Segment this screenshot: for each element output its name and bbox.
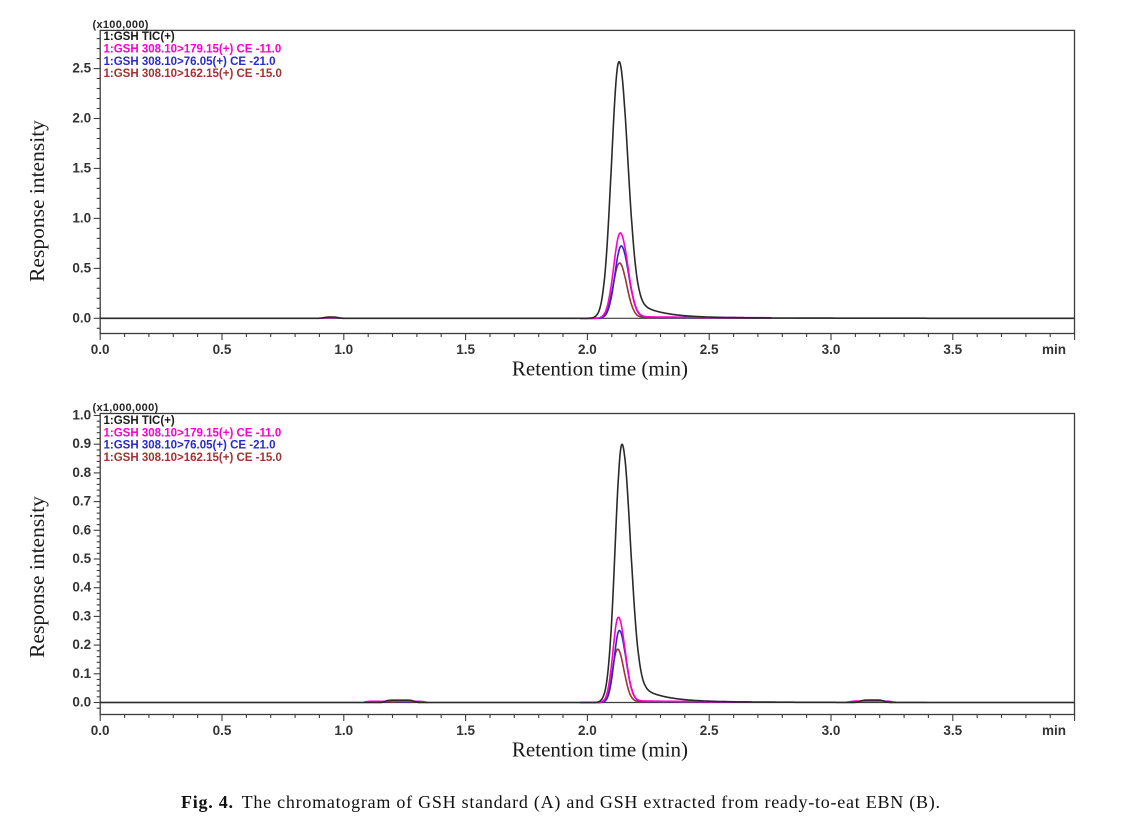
svg-text:3.5: 3.5 <box>943 723 962 738</box>
svg-text:min: min <box>1042 342 1066 357</box>
svg-text:0.0: 0.0 <box>91 342 110 357</box>
svg-text:1.0: 1.0 <box>72 408 91 423</box>
svg-text:2.0: 2.0 <box>578 723 597 738</box>
svg-text:1:GSH 308.10>179.15(+) CE -11.: 1:GSH 308.10>179.15(+) CE -11.0 <box>104 427 282 439</box>
svg-text:1:GSH 308.10>179.15(+) CE -11.: 1:GSH 308.10>179.15(+) CE -11.0 <box>104 44 282 56</box>
svg-text:0.0: 0.0 <box>72 310 91 325</box>
svg-text:0.4: 0.4 <box>72 580 91 595</box>
svg-text:2.0: 2.0 <box>578 342 597 357</box>
svg-text:2.0: 2.0 <box>72 111 91 126</box>
svg-text:Response intensity: Response intensity <box>25 120 49 282</box>
svg-text:0.5: 0.5 <box>72 260 91 275</box>
svg-text:1:GSH 308.10>162.15(+) CE -15.: 1:GSH 308.10>162.15(+) CE -15.0 <box>104 68 282 80</box>
svg-text:Retention time (min): Retention time (min) <box>512 738 688 762</box>
svg-text:Fig. 4. The chromatogram of GS: Fig. 4. The chromatogram of GSH standard… <box>181 792 941 813</box>
svg-text:0.6: 0.6 <box>72 522 91 537</box>
svg-text:1:GSH 308.10>76.05(+) CE -21.0: 1:GSH 308.10>76.05(+) CE -21.0 <box>104 56 276 68</box>
svg-text:0.5: 0.5 <box>213 342 232 357</box>
svg-text:0.0: 0.0 <box>72 695 91 710</box>
svg-text:Retention time (min): Retention time (min) <box>512 357 688 381</box>
svg-text:(x1,000,000): (x1,000,000) <box>93 402 159 414</box>
svg-text:min: min <box>1042 723 1066 738</box>
svg-text:0.5: 0.5 <box>213 723 232 738</box>
svg-text:(x100,000): (x100,000) <box>93 19 149 31</box>
svg-text:1:GSH TIC(+): 1:GSH TIC(+) <box>104 31 175 43</box>
svg-text:3.5: 3.5 <box>943 342 962 357</box>
svg-text:0.8: 0.8 <box>72 465 91 480</box>
svg-text:1.5: 1.5 <box>456 342 475 357</box>
svg-text:3.0: 3.0 <box>822 723 841 738</box>
svg-text:Response intensity: Response intensity <box>25 496 49 658</box>
svg-text:0.1: 0.1 <box>72 666 91 681</box>
svg-text:1.5: 1.5 <box>72 160 91 175</box>
svg-text:1:GSH 308.10>76.05(+) CE -21.0: 1:GSH 308.10>76.05(+) CE -21.0 <box>104 440 276 452</box>
svg-text:1:GSH TIC(+): 1:GSH TIC(+) <box>104 415 175 427</box>
svg-text:1.5: 1.5 <box>456 723 475 738</box>
svg-text:1.0: 1.0 <box>334 342 353 357</box>
svg-text:1:GSH 308.10>162.15(+) CE -15.: 1:GSH 308.10>162.15(+) CE -15.0 <box>104 452 282 464</box>
svg-text:0.7: 0.7 <box>72 494 91 509</box>
svg-text:0.9: 0.9 <box>72 436 91 451</box>
svg-text:2.5: 2.5 <box>700 342 719 357</box>
svg-text:3.0: 3.0 <box>822 342 841 357</box>
svg-text:1.0: 1.0 <box>334 723 353 738</box>
svg-text:1.0: 1.0 <box>72 210 91 225</box>
svg-text:0.2: 0.2 <box>72 637 91 652</box>
svg-text:2.5: 2.5 <box>700 723 719 738</box>
svg-text:0.5: 0.5 <box>72 551 91 566</box>
svg-text:0.0: 0.0 <box>91 723 110 738</box>
svg-text:0.3: 0.3 <box>72 608 91 623</box>
svg-text:2.5: 2.5 <box>72 61 91 76</box>
